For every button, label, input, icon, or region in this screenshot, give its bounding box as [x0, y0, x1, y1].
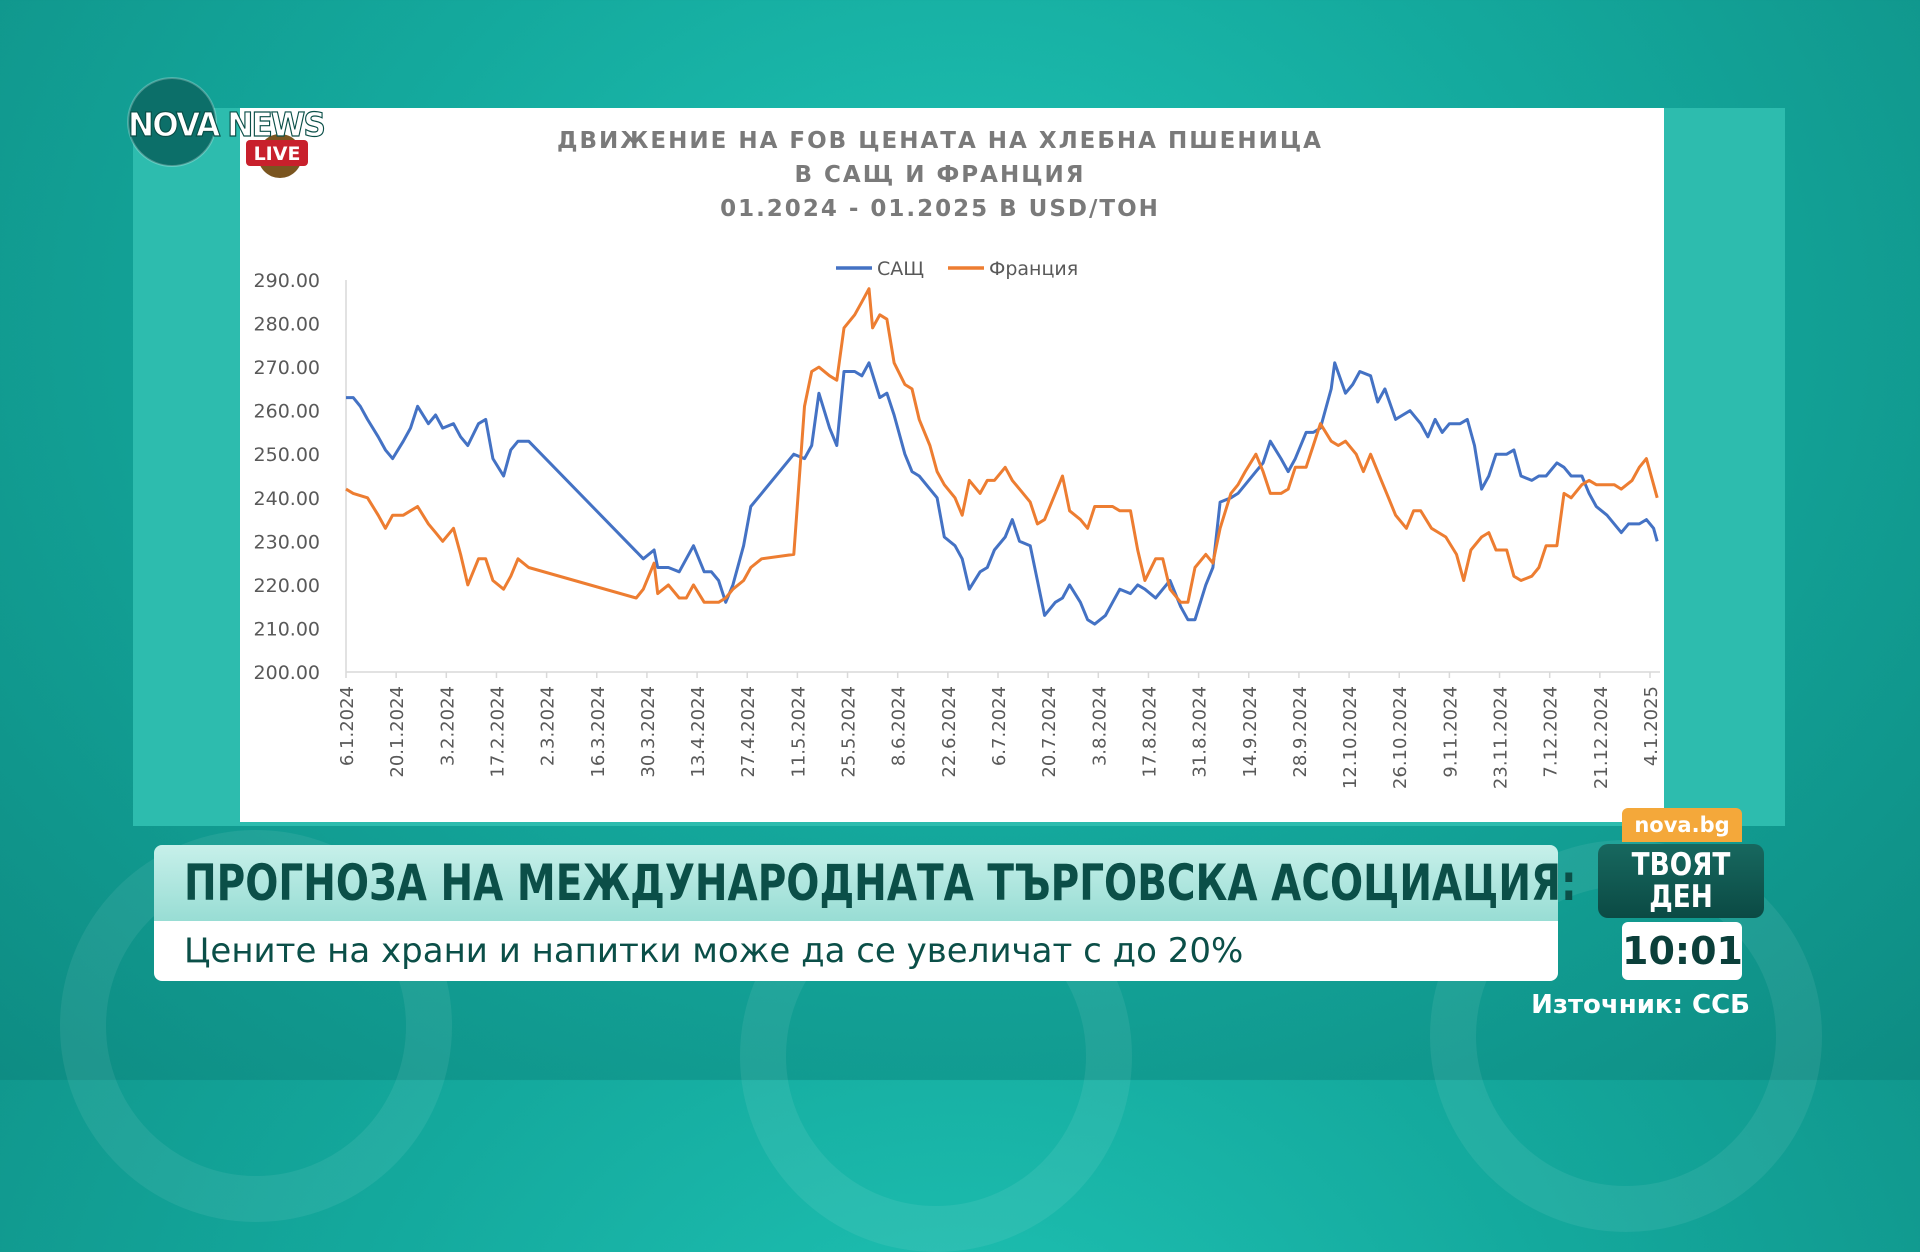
show-name-line-2: ДЕН — [1649, 879, 1713, 915]
show-name-line-1: ТВОЯТ — [1631, 847, 1731, 883]
logo-brand: NOVA NEWS — [128, 105, 324, 144]
y-axis-ticks: 290.00 280.00 270.00 260.00 250.00 240.00 230.… — [254, 270, 320, 684]
chart-legend: САЩ Франция — [836, 258, 1078, 280]
chart-title-line-1: ДВИЖЕНИЕ НА FOB ЦЕНАТА НА ХЛЕБНА ПШЕНИЦА — [557, 128, 1323, 154]
x-tick-label: 12.10.2024 — [1340, 686, 1361, 789]
x-tick-label: 17.2.2024 — [487, 686, 508, 778]
subline-bar: Цените на храни и напитки може да се уве… — [154, 921, 1558, 981]
x-tick-label: 28.9.2024 — [1290, 686, 1311, 778]
x-tick-label: 27.4.2024 — [738, 686, 759, 778]
y-tick-label: 220.00 — [254, 575, 320, 597]
x-tick-label: 11.5.2024 — [788, 686, 809, 778]
chart-series — [345, 287, 1659, 626]
y-tick-label: 250.00 — [254, 444, 320, 466]
source-credit: Източник: ССБ — [1531, 990, 1750, 1020]
nova-news-logo: LIVE NOVA NEWS — [126, 76, 327, 186]
x-tick-label: 21.12.2024 — [1591, 686, 1612, 789]
subline: Цените на храни и напитки може да се уве… — [184, 931, 1244, 971]
x-tick-label: 20.1.2024 — [387, 686, 408, 778]
x-tick-label: 16.3.2024 — [588, 686, 609, 778]
y-tick-label: 270.00 — [254, 357, 320, 379]
x-axis-ticks: 6.1.2024 20.1.2024 3.2.2024 17.2.2024 2.3.20… — [337, 672, 1662, 789]
x-tick-label: 7.12.2024 — [1541, 686, 1562, 778]
x-tick-label: 8.6.2024 — [889, 686, 910, 766]
y-tick-label: 230.00 — [254, 531, 320, 553]
legend-label-usa: САЩ — [877, 258, 924, 280]
x-tick-label: 20.7.2024 — [1039, 686, 1060, 778]
logo-live: LIVE — [254, 143, 301, 165]
chart-axes — [345, 280, 1660, 673]
chart-title: ДВИЖЕНИЕ НА FOB ЦЕНАТА НА ХЛЕБНА ПШЕНИЦА… — [557, 128, 1323, 222]
x-tick-label: 22.6.2024 — [939, 686, 960, 778]
x-tick-label: 6.7.2024 — [989, 686, 1010, 766]
wheat-price-chart: ДВИЖЕНИЕ НА FOB ЦЕНАТА НА ХЛЕБНА ПШЕНИЦА… — [254, 128, 1662, 789]
x-tick-label: 9.11.2024 — [1440, 686, 1461, 778]
x-tick-label: 3.2.2024 — [437, 686, 458, 766]
y-tick-label: 280.00 — [254, 314, 320, 336]
x-tick-label: 4.1.2025 — [1641, 686, 1662, 766]
headline: ПРОГНОЗА НА МЕЖДУНАРОДНАТА ТЪРГОВСКА АСО… — [184, 854, 1577, 912]
legend-label-france: Франция — [989, 258, 1078, 280]
y-tick-label: 290.00 — [254, 270, 320, 292]
lower-third: ПРОГНОЗА НА МЕЖДУНАРОДНАТА ТЪРГОВСКА АСО… — [154, 845, 1577, 981]
show-badge: nova.bg ТВОЯТ ДЕН 10:01 — [1598, 808, 1764, 986]
x-tick-label: 2.3.2024 — [538, 686, 559, 766]
x-tick-label: 23.11.2024 — [1491, 686, 1512, 789]
site-tag: nova.bg — [1622, 808, 1742, 842]
x-tick-label: 6.1.2024 — [337, 686, 358, 766]
y-tick-label: 260.00 — [254, 401, 320, 423]
clock: 10:01 — [1622, 922, 1743, 980]
chart-panel: ДВИЖЕНИЕ НА FOB ЦЕНАТА НА ХЛЕБНА ПШЕНИЦА… — [240, 108, 1664, 822]
headline-bar: ПРОГНОЗА НА МЕЖДУНАРОДНАТА ТЪРГОВСКА АСО… — [154, 845, 1577, 921]
show-logo: ТВОЯТ ДЕН — [1598, 844, 1764, 918]
x-tick-label: 14.9.2024 — [1240, 686, 1261, 778]
y-tick-label: 210.00 — [254, 618, 320, 640]
x-tick-label: 31.8.2024 — [1190, 686, 1211, 778]
chart-title-line-2: В САЩ И ФРАНЦИЯ — [795, 162, 1086, 188]
series-line-france — [345, 287, 1659, 604]
x-tick-label: 30.3.2024 — [638, 686, 659, 778]
x-tick-label: 17.8.2024 — [1139, 686, 1160, 778]
y-tick-label: 240.00 — [254, 488, 320, 510]
chart-title-line-3: 01.2024 - 01.2025 В USD/ТОН — [720, 196, 1160, 222]
series-line-usa — [346, 361, 1659, 626]
x-tick-label: 3.8.2024 — [1089, 686, 1110, 766]
x-tick-label: 25.5.2024 — [839, 686, 860, 778]
x-tick-label: 13.4.2024 — [688, 686, 709, 778]
x-tick-label: 26.10.2024 — [1390, 686, 1411, 789]
y-tick-label: 200.00 — [254, 662, 320, 684]
